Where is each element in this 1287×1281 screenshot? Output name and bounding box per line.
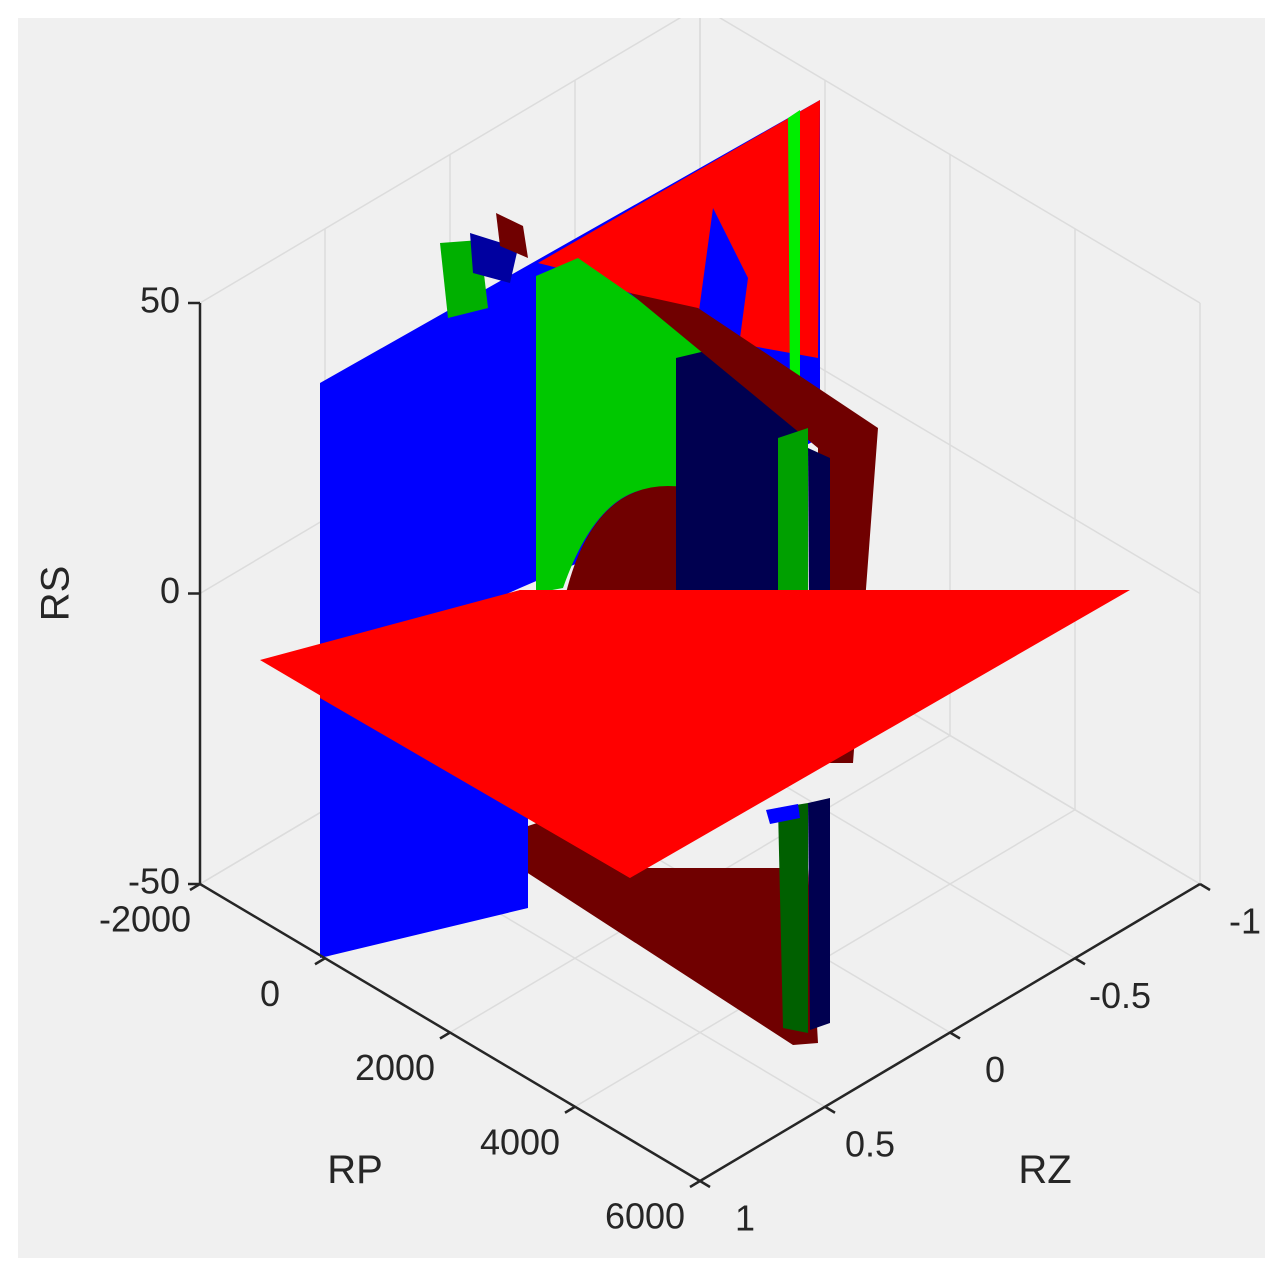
y-axis-title: RZ	[1018, 1148, 1071, 1192]
surface-red-front-edge	[320, 590, 630, 878]
z-tick-label: 50	[140, 280, 180, 321]
x-tick	[689, 1179, 701, 1189]
plot-area: -2000 0 2000 4000 6000 1 0.5 0 -0.5 -1 -50 0 50 RP RZ R…	[18, 18, 1265, 1258]
z-tick-label: -50	[128, 861, 180, 902]
surface-dark-red-small	[496, 213, 528, 258]
y-tick-label: 0	[985, 1049, 1005, 1090]
y-tick-label: -1	[1229, 901, 1261, 942]
x-tick-label: 6000	[605, 1196, 685, 1237]
z-axis-title: RS	[34, 566, 78, 622]
surface-red-rear	[538, 100, 820, 358]
y-tick	[824, 1105, 836, 1114]
x-tick-label: 2000	[355, 1047, 435, 1088]
x-tick-label: -2000	[99, 899, 191, 940]
surface-navy-lower	[808, 798, 830, 1030]
y-tick	[1074, 957, 1086, 966]
surface-green-lower	[778, 803, 808, 1033]
x-axis-title: RP	[327, 1148, 383, 1192]
axis-layer	[188, 301, 1211, 1189]
surface-dark-red-panel	[630, 293, 878, 763]
x-tick	[564, 1105, 576, 1114]
surface-blue-spike	[698, 208, 748, 338]
x-tick-label: 0	[260, 973, 280, 1014]
surface-green-sliver	[788, 110, 800, 394]
chart-svg: -2000 0 2000 4000 6000 1 0.5 0 -0.5 -1 -50 0 50 RP RZ R…	[34, 18, 1261, 1239]
y-tick-label: 0.5	[845, 1123, 895, 1164]
z-tick-label: 0	[160, 570, 180, 611]
x-tick	[439, 1031, 451, 1040]
surface-layer	[260, 100, 1130, 1045]
label-layer: -2000 0 2000 4000 6000 1 0.5 0 -0.5 -1 -50 0 50 RP RZ R…	[34, 280, 1261, 1239]
surface-dark-red-lower	[520, 818, 818, 1045]
y-tick-label: -0.5	[1089, 975, 1151, 1016]
grid-line	[718, 18, 1201, 304]
x-tick	[314, 957, 326, 966]
y-tick	[1199, 882, 1211, 892]
surface-green-curved	[536, 258, 708, 593]
surface-blue-strip-lower	[766, 804, 800, 824]
grid-line	[199, 18, 682, 304]
y-tick	[949, 1031, 961, 1040]
y-tick-label: 1	[735, 1198, 755, 1239]
y-tick	[699, 1179, 711, 1189]
x-tick-label: 4000	[480, 1121, 560, 1162]
